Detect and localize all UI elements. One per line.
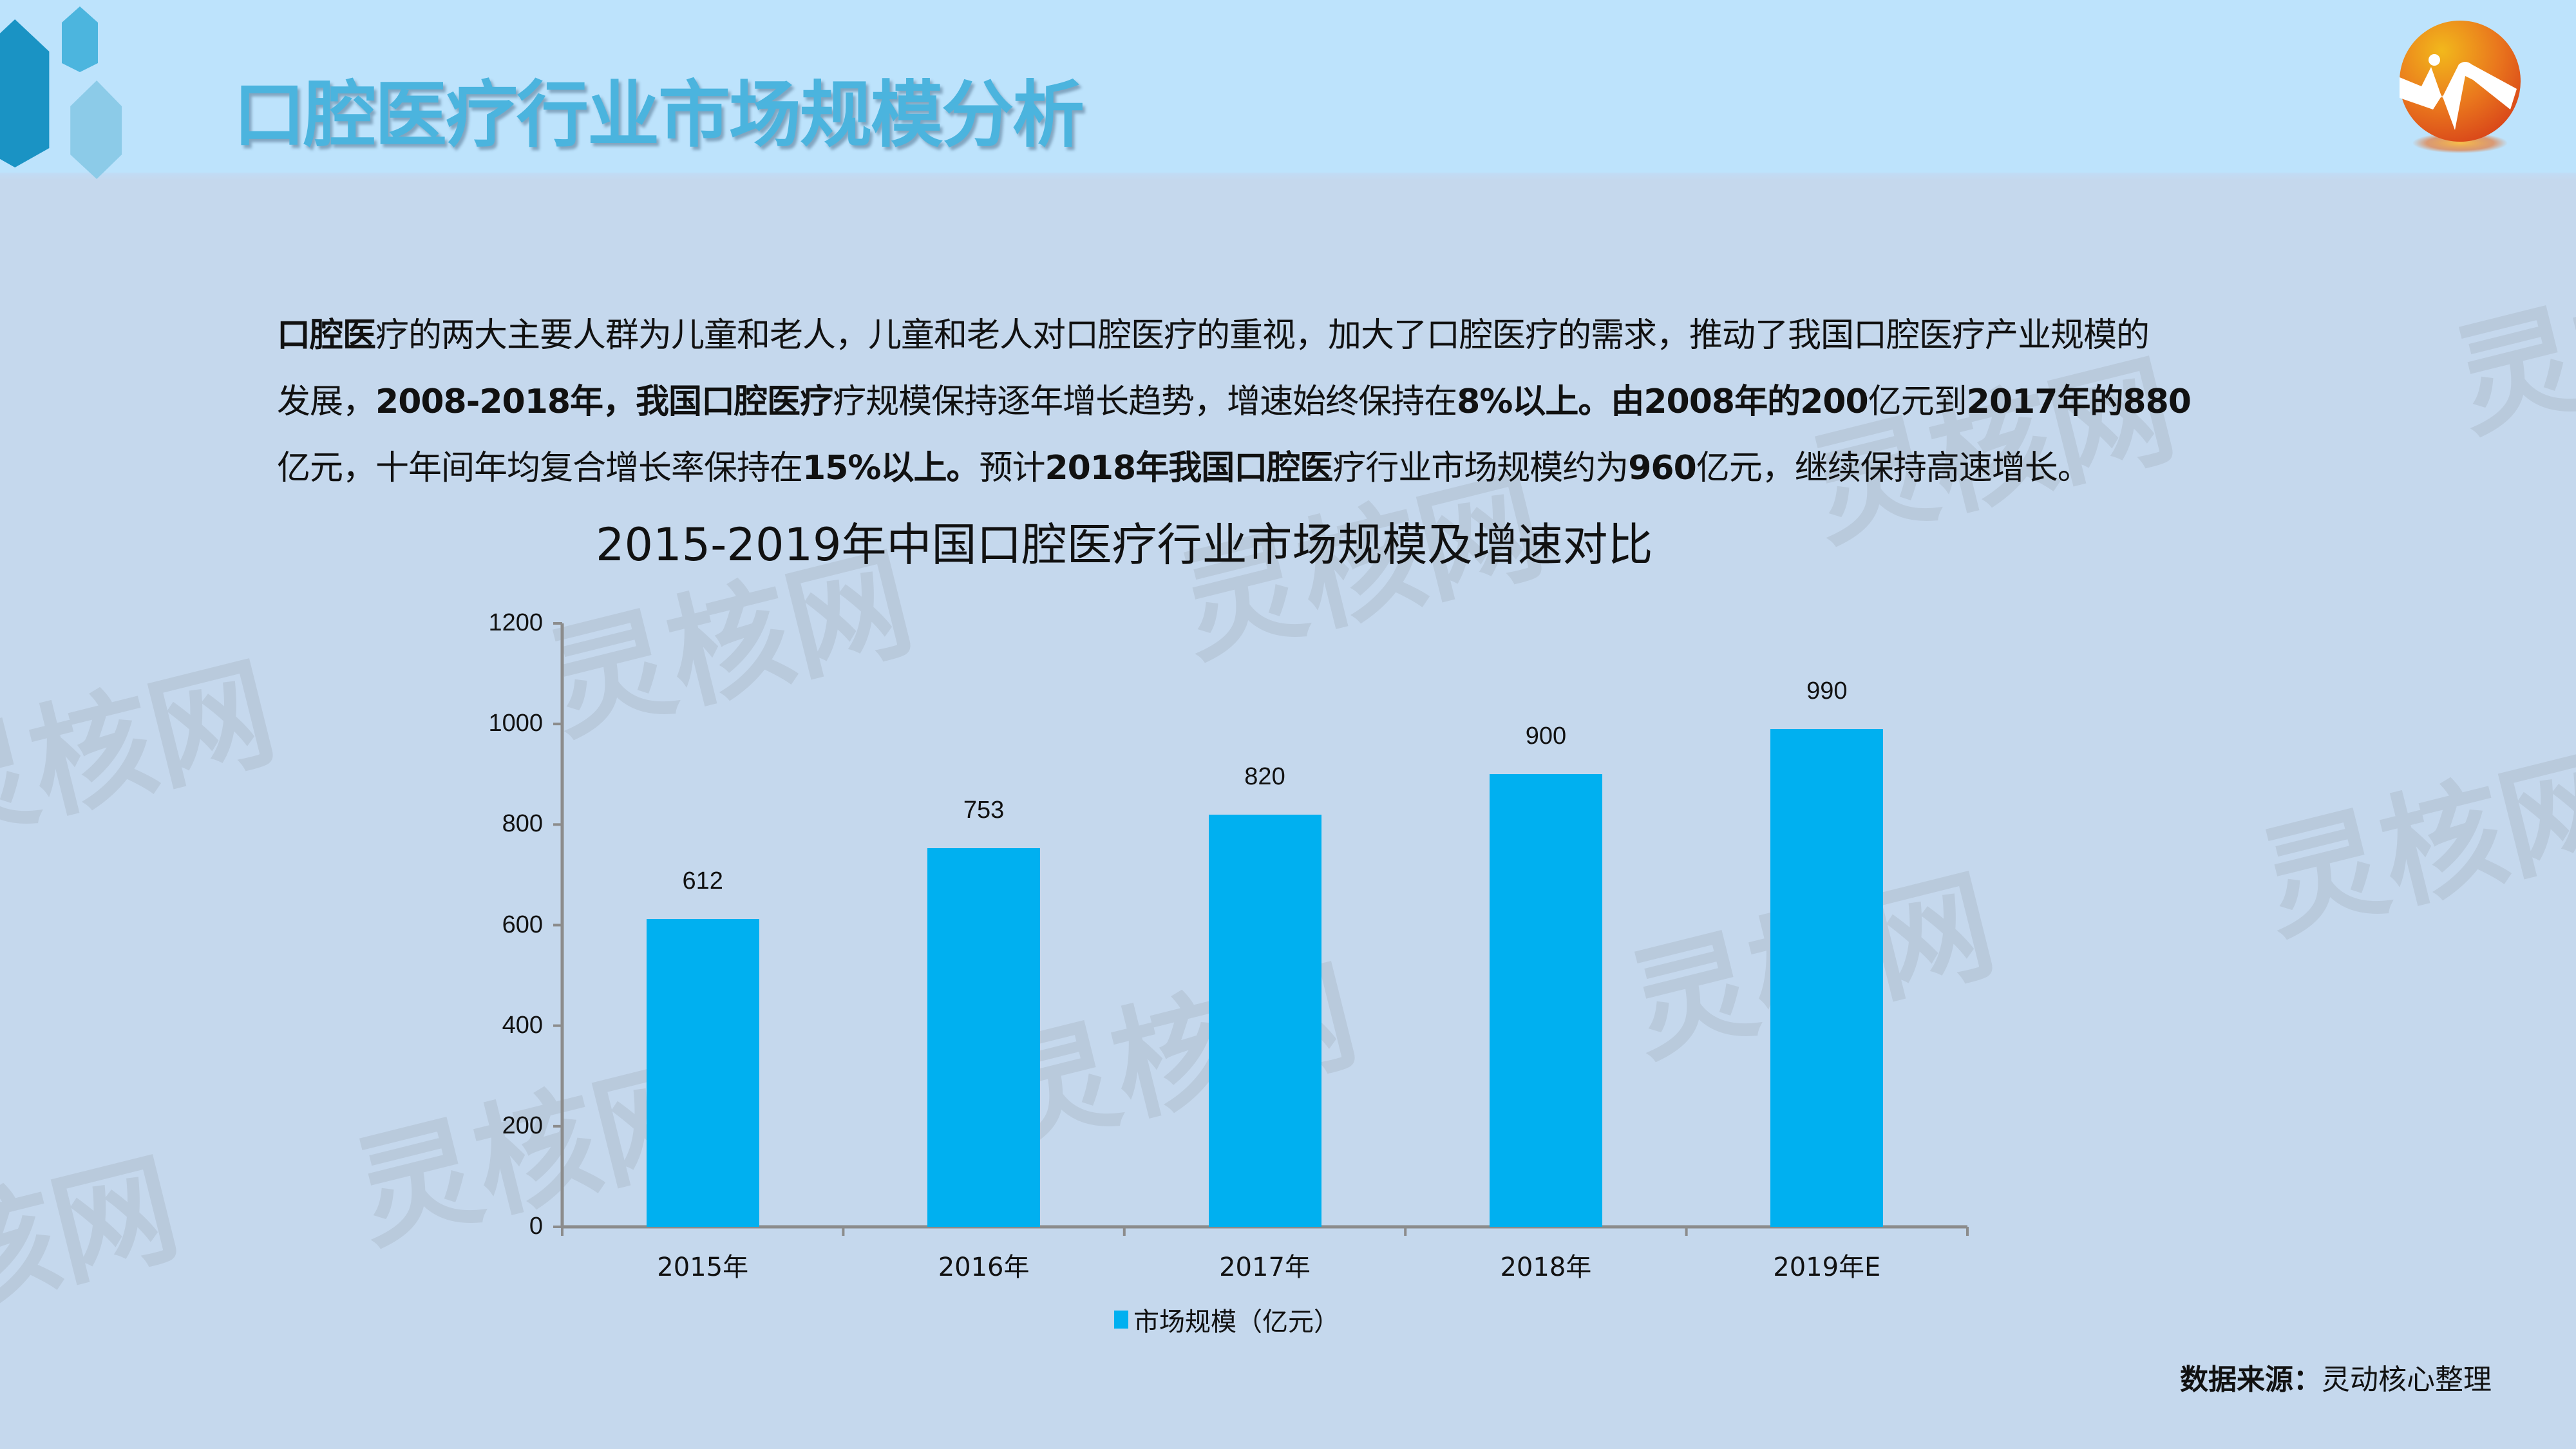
header-divider <box>0 173 2576 180</box>
page-title: 口腔医疗行业市场规模分析 <box>233 73 1084 157</box>
bold-text: 口腔医 <box>277 316 376 355</box>
x-category-label: 2017年 <box>1219 1253 1311 1282</box>
source-value: 灵动核心整理 <box>2322 1363 2492 1396</box>
text: 预计 <box>979 449 1045 488</box>
bar-value-label: 753 <box>963 797 1005 824</box>
text: 亿元到 <box>1868 383 1967 421</box>
bar-2018年 <box>1489 774 1602 1227</box>
data-source: 数据来源：灵动核心整理 <box>2180 1356 2492 1397</box>
x-category-label: 2016年 <box>938 1253 1030 1282</box>
text: 疗的两大主要人群为儿童和老人，儿童和老人对口腔医疗的重视，加大了口腔医疗的需求，… <box>375 316 2150 355</box>
hexagon-cluster-icon <box>0 6 122 179</box>
legend-label: 市场规模（亿元） <box>1133 1307 1340 1337</box>
bold-text: 2017年的880 <box>1966 383 2192 421</box>
paragraph-line-2: 发展，2008-2018年，我国口腔医疗疗规模保持逐年增长趋势，增速始终保持在8… <box>277 369 2434 435</box>
y-tick-label: 1000 <box>488 710 543 737</box>
legend-swatch-icon <box>1114 1311 1128 1329</box>
bar-2019年E <box>1770 728 1884 1227</box>
bar-value-label: 990 <box>1806 677 1848 705</box>
bar-2015年 <box>646 919 759 1227</box>
bold-text: 8%以上。由2008年的200 <box>1457 383 1869 421</box>
y-tick-label: 400 <box>502 1011 543 1039</box>
orange-sphere-logo-icon <box>2400 21 2521 153</box>
bold-text: 960 <box>1628 449 1697 488</box>
bold-text: 15%以上。 <box>802 449 980 488</box>
y-tick-label: 200 <box>502 1112 543 1139</box>
y-tick-label: 0 <box>529 1213 543 1240</box>
bold-text: 2008-2018年，我国口腔医疗 <box>375 383 833 421</box>
source-label: 数据来源： <box>2180 1363 2322 1396</box>
text: 疗规模保持逐年增长趋势，增速始终保持在 <box>833 383 1457 421</box>
text: 亿元，继续保持高速增长。 <box>1696 449 2091 488</box>
bar-value-label: 612 <box>682 867 723 895</box>
y-tick-label: 1200 <box>488 609 543 636</box>
intro-paragraph: 口腔医疗的两大主要人群为儿童和老人，儿童和老人对口腔医疗的重视，加大了口腔医疗的… <box>277 303 2434 502</box>
text: 疗行业市场规模约为 <box>1332 449 1629 488</box>
bar-2017年 <box>1208 814 1321 1227</box>
y-tick-label: 600 <box>502 911 543 938</box>
chart-title: 2015-2019年中国口腔医疗行业市场规模及增速对比 <box>596 518 1653 571</box>
text: 发展， <box>277 383 376 421</box>
header-band <box>0 0 2576 173</box>
x-category-label: 2018年 <box>1500 1253 1592 1282</box>
bar-value-label: 820 <box>1244 762 1285 790</box>
bold-text: 2018年我国口腔医 <box>1045 449 1334 488</box>
x-category-label: 2019年E <box>1773 1253 1881 1282</box>
chart-legend: 市场规模（亿元） <box>1114 1301 1340 1338</box>
paragraph-line-1: 口腔医疗的两大主要人群为儿童和老人，儿童和老人对口腔医疗的重视，加大了口腔医疗的… <box>277 303 2434 369</box>
y-tick-label: 800 <box>502 810 543 838</box>
paragraph-line-3: 亿元，十年间年均复合增长率保持在15%以上。预计2018年我国口腔医疗行业市场规… <box>277 435 2434 502</box>
bar-2016年 <box>927 848 1041 1227</box>
bar-value-label: 900 <box>1525 723 1567 750</box>
x-category-label: 2015年 <box>657 1253 749 1282</box>
text: 亿元，十年间年均复合增长率保持在 <box>277 449 803 488</box>
